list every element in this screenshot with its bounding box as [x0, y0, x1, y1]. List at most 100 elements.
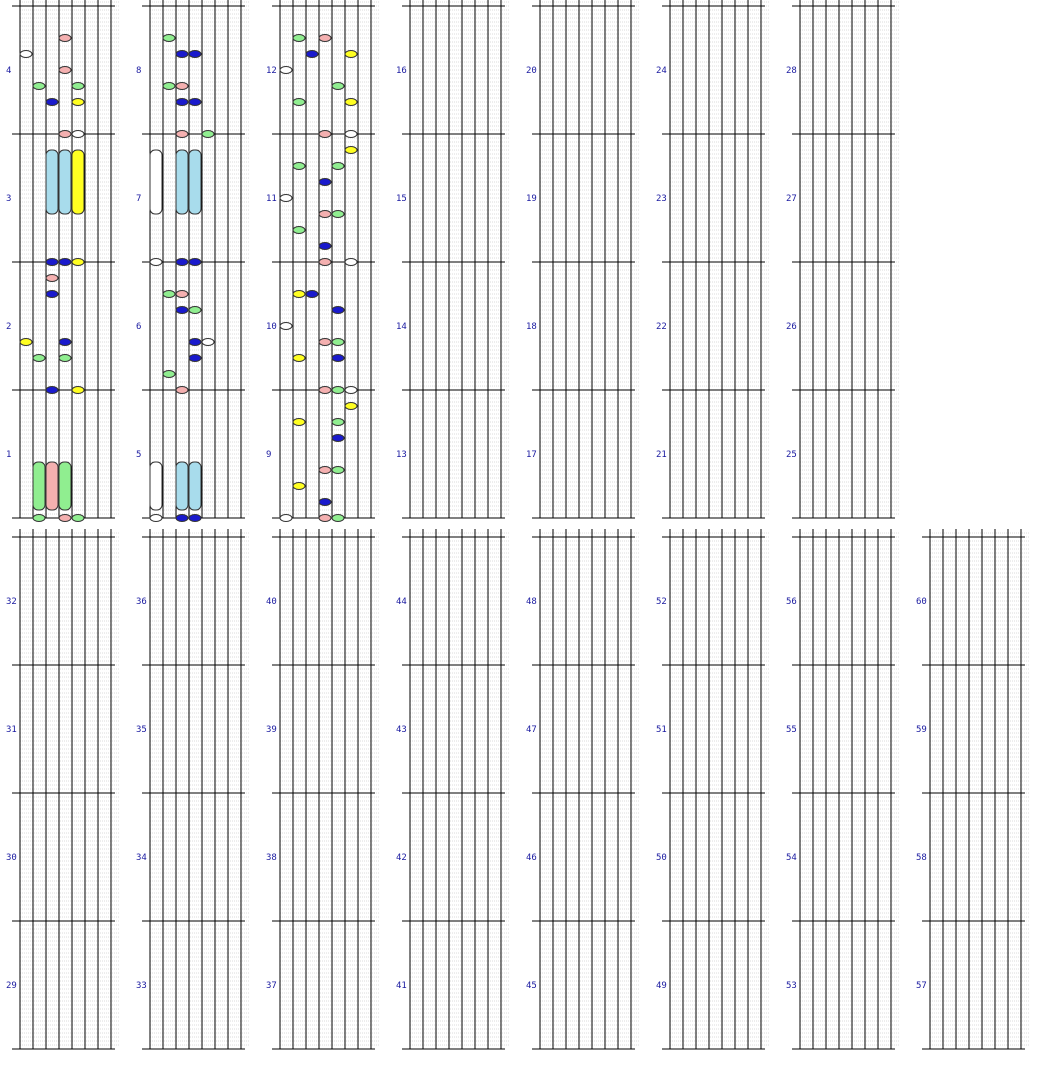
- tap-note: [149, 514, 163, 522]
- chart-column: [662, 529, 770, 1050]
- tap-note: [188, 354, 202, 362]
- tap-note: [292, 226, 306, 234]
- tap-note: [58, 354, 72, 362]
- tap-note: [292, 482, 306, 490]
- measure-number: 18: [526, 322, 537, 332]
- measure-number: 29: [6, 981, 17, 991]
- tap-note: [318, 242, 332, 250]
- tap-note: [344, 402, 358, 410]
- measure-number: 36: [136, 597, 147, 607]
- measure-number: 19: [526, 194, 537, 204]
- chart-column: [142, 0, 250, 519]
- chart-column: [662, 0, 770, 519]
- measure-number: 23: [656, 194, 667, 204]
- tap-note: [331, 418, 345, 426]
- measure-number: 30: [6, 853, 17, 863]
- measure-number: 21: [656, 450, 667, 460]
- tap-note: [318, 514, 332, 522]
- hold-note: [32, 461, 46, 511]
- tap-note: [58, 514, 72, 522]
- tap-note: [292, 354, 306, 362]
- tap-note: [344, 130, 358, 138]
- tap-note: [318, 178, 332, 186]
- tap-note: [331, 386, 345, 394]
- tap-note: [188, 338, 202, 346]
- tap-note: [331, 82, 345, 90]
- measure-number: 33: [136, 981, 147, 991]
- measure-number: 59: [916, 725, 927, 735]
- measure-number: 46: [526, 853, 537, 863]
- tap-note: [331, 210, 345, 218]
- tap-note: [188, 98, 202, 106]
- tap-note: [201, 338, 215, 346]
- tap-note: [71, 258, 85, 266]
- measure-number: 35: [136, 725, 147, 735]
- measure-number: 1: [6, 450, 11, 460]
- tap-note: [318, 498, 332, 506]
- hold-note: [188, 149, 202, 215]
- measure-number: 43: [396, 725, 407, 735]
- tap-note: [45, 274, 59, 282]
- tap-note: [318, 466, 332, 474]
- tap-note: [344, 98, 358, 106]
- measure-number: 6: [136, 322, 141, 332]
- tap-note: [331, 514, 345, 522]
- measure-number: 37: [266, 981, 277, 991]
- measure-number: 48: [526, 597, 537, 607]
- measure-number: 14: [396, 322, 407, 332]
- tap-note: [331, 162, 345, 170]
- measure-number: 27: [786, 194, 797, 204]
- measure-number: 58: [916, 853, 927, 863]
- tap-note: [162, 370, 176, 378]
- tap-note: [318, 34, 332, 42]
- measure-number: 15: [396, 194, 407, 204]
- tap-note: [292, 98, 306, 106]
- tap-note: [45, 258, 59, 266]
- tap-note: [175, 514, 189, 522]
- measure-number: 38: [266, 853, 277, 863]
- tap-note: [71, 130, 85, 138]
- tap-note: [318, 210, 332, 218]
- measure-number: 51: [656, 725, 667, 735]
- chart-column: [792, 0, 900, 519]
- hold-note: [45, 149, 59, 215]
- measure-number: 44: [396, 597, 407, 607]
- tap-note: [318, 130, 332, 138]
- measure-number: 49: [656, 981, 667, 991]
- tap-note: [188, 50, 202, 58]
- tap-note: [344, 146, 358, 154]
- hold-note: [58, 149, 72, 215]
- tap-note: [279, 514, 293, 522]
- tap-note: [331, 306, 345, 314]
- tap-note: [162, 290, 176, 298]
- hold-note: [188, 461, 202, 511]
- tap-note: [175, 50, 189, 58]
- measure-number: 4: [6, 66, 11, 76]
- measure-number: 26: [786, 322, 797, 332]
- tap-note: [188, 514, 202, 522]
- tap-note: [318, 258, 332, 266]
- chart-column: [272, 529, 380, 1050]
- measure-number: 47: [526, 725, 537, 735]
- measure-number: 5: [136, 450, 141, 460]
- measure-number: 54: [786, 853, 797, 863]
- hold-note: [45, 461, 59, 511]
- measure-number: 31: [6, 725, 17, 735]
- tap-note: [292, 290, 306, 298]
- measure-number: 41: [396, 981, 407, 991]
- hold-note: [175, 461, 189, 511]
- measure-number: 56: [786, 597, 797, 607]
- tap-note: [175, 386, 189, 394]
- tap-note: [331, 338, 345, 346]
- tap-note: [32, 82, 46, 90]
- chart-column: [402, 529, 510, 1050]
- measure-number: 13: [396, 450, 407, 460]
- tap-note: [305, 50, 319, 58]
- tap-note: [71, 514, 85, 522]
- measure-number: 11: [266, 194, 277, 204]
- tap-note: [58, 338, 72, 346]
- tap-note: [279, 194, 293, 202]
- tap-note: [71, 82, 85, 90]
- tap-note: [344, 386, 358, 394]
